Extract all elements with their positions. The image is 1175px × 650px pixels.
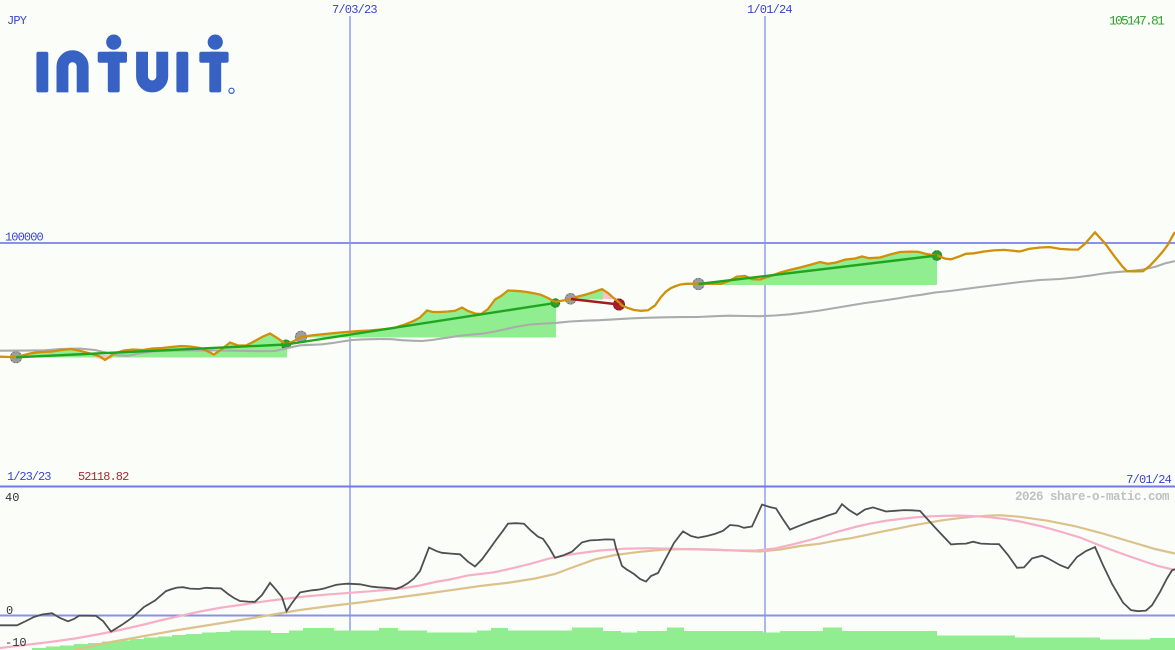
svg-text:0: 0 <box>6 604 13 618</box>
svg-text:JPY: JPY <box>7 14 27 28</box>
svg-text:100000: 100000 <box>5 231 44 245</box>
svg-text:1/23/23: 1/23/23 <box>7 470 51 484</box>
svg-text:2026 share-o-matic.com: 2026 share-o-matic.com <box>1015 490 1170 504</box>
svg-text:-10: -10 <box>5 636 27 650</box>
svg-text:7/03/23: 7/03/23 <box>332 3 377 17</box>
svg-text:1/01/24: 1/01/24 <box>747 3 792 17</box>
svg-text:52118.82: 52118.82 <box>78 470 129 484</box>
svg-text:40: 40 <box>5 491 19 505</box>
svg-text:105147.81: 105147.81 <box>1109 14 1165 29</box>
svg-text:7/01/24: 7/01/24 <box>1126 473 1171 487</box>
